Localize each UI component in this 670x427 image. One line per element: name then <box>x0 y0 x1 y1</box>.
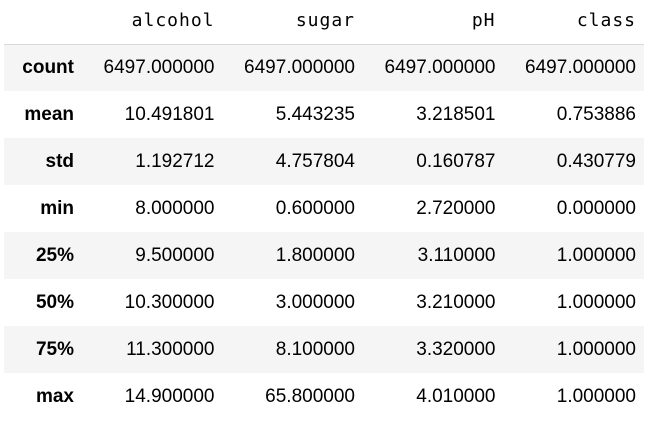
cell-sugar: 1.800000 <box>275 244 355 266</box>
cell-ph: 6497.000000 <box>384 56 496 78</box>
cell-ph: 2.720000 <box>416 197 496 219</box>
column-header-class: class <box>503 0 644 45</box>
row-label: mean <box>24 103 74 125</box>
table-row-max: max 14.900000 65.800000 4.010000 1.00000… <box>4 373 644 420</box>
row-label: std <box>45 150 75 172</box>
cell-alcohol: 1.192712 <box>135 150 215 172</box>
column-header-alcohol: alcohol <box>82 0 223 45</box>
cell-alcohol: 10.300000 <box>124 291 215 313</box>
cell-sugar: 65.800000 <box>265 385 355 407</box>
row-label: 25% <box>35 244 74 266</box>
table-header-row: alcohol sugar pH class <box>4 0 644 45</box>
cell-alcohol: 10.491801 <box>124 103 215 125</box>
cell-sugar: 5.443235 <box>275 103 355 125</box>
index-header <box>4 0 82 45</box>
cell-class: 0.753886 <box>556 103 636 125</box>
table-row-count: count 6497.000000 6497.000000 6497.00000… <box>4 44 644 91</box>
row-label: 75% <box>35 338 74 360</box>
cell-ph: 3.218501 <box>416 103 496 125</box>
table-row-min: min 8.000000 0.600000 2.720000 0.000000 <box>4 185 644 232</box>
row-label: 50% <box>35 291 74 313</box>
cell-class: 1.000000 <box>556 291 636 313</box>
cell-alcohol: 11.300000 <box>126 338 215 360</box>
describe-table: alcohol sugar pH class count 6497.000000… <box>4 0 644 420</box>
table-row-mean: mean 10.491801 5.443235 3.218501 0.75388… <box>4 91 644 138</box>
cell-class: 6497.000000 <box>525 56 636 78</box>
cell-class: 0.000000 <box>556 197 636 219</box>
table-row-25-percent: 25% 9.500000 1.800000 3.110000 1.000000 <box>4 232 644 279</box>
cell-sugar: 8.100000 <box>275 338 355 360</box>
cell-class: 1.000000 <box>556 244 636 266</box>
cell-ph: 4.010000 <box>416 385 496 407</box>
table-row-50-percent: 50% 10.300000 3.000000 3.210000 1.000000 <box>4 279 644 326</box>
cell-sugar: 3.000000 <box>275 291 355 313</box>
cell-ph: 0.160787 <box>416 150 496 172</box>
column-header-ph: pH <box>363 0 504 45</box>
cell-sugar: 0.600000 <box>275 197 355 219</box>
column-header-sugar: sugar <box>222 0 363 45</box>
table-row-std: std 1.192712 4.757804 0.160787 0.430779 <box>4 138 644 185</box>
cell-sugar: 4.757804 <box>275 150 355 172</box>
row-label: max <box>35 385 74 407</box>
table-row-75-percent: 75% 11.300000 8.100000 3.320000 1.000000 <box>4 326 644 373</box>
row-label: count <box>22 56 74 78</box>
cell-alcohol: 6497.000000 <box>103 56 215 78</box>
cell-class: 1.000000 <box>556 385 636 407</box>
cell-alcohol: 8.000000 <box>135 197 215 219</box>
cell-sugar: 6497.000000 <box>244 56 355 78</box>
cell-alcohol: 9.500000 <box>135 244 215 266</box>
cell-ph: 3.320000 <box>416 338 496 360</box>
row-label: min <box>40 197 74 219</box>
cell-alcohol: 14.900000 <box>124 385 215 407</box>
cell-ph: 3.210000 <box>416 291 496 313</box>
cell-ph: 3.110000 <box>417 244 496 266</box>
cell-class: 1.000000 <box>556 338 636 360</box>
cell-class: 0.430779 <box>556 150 636 172</box>
